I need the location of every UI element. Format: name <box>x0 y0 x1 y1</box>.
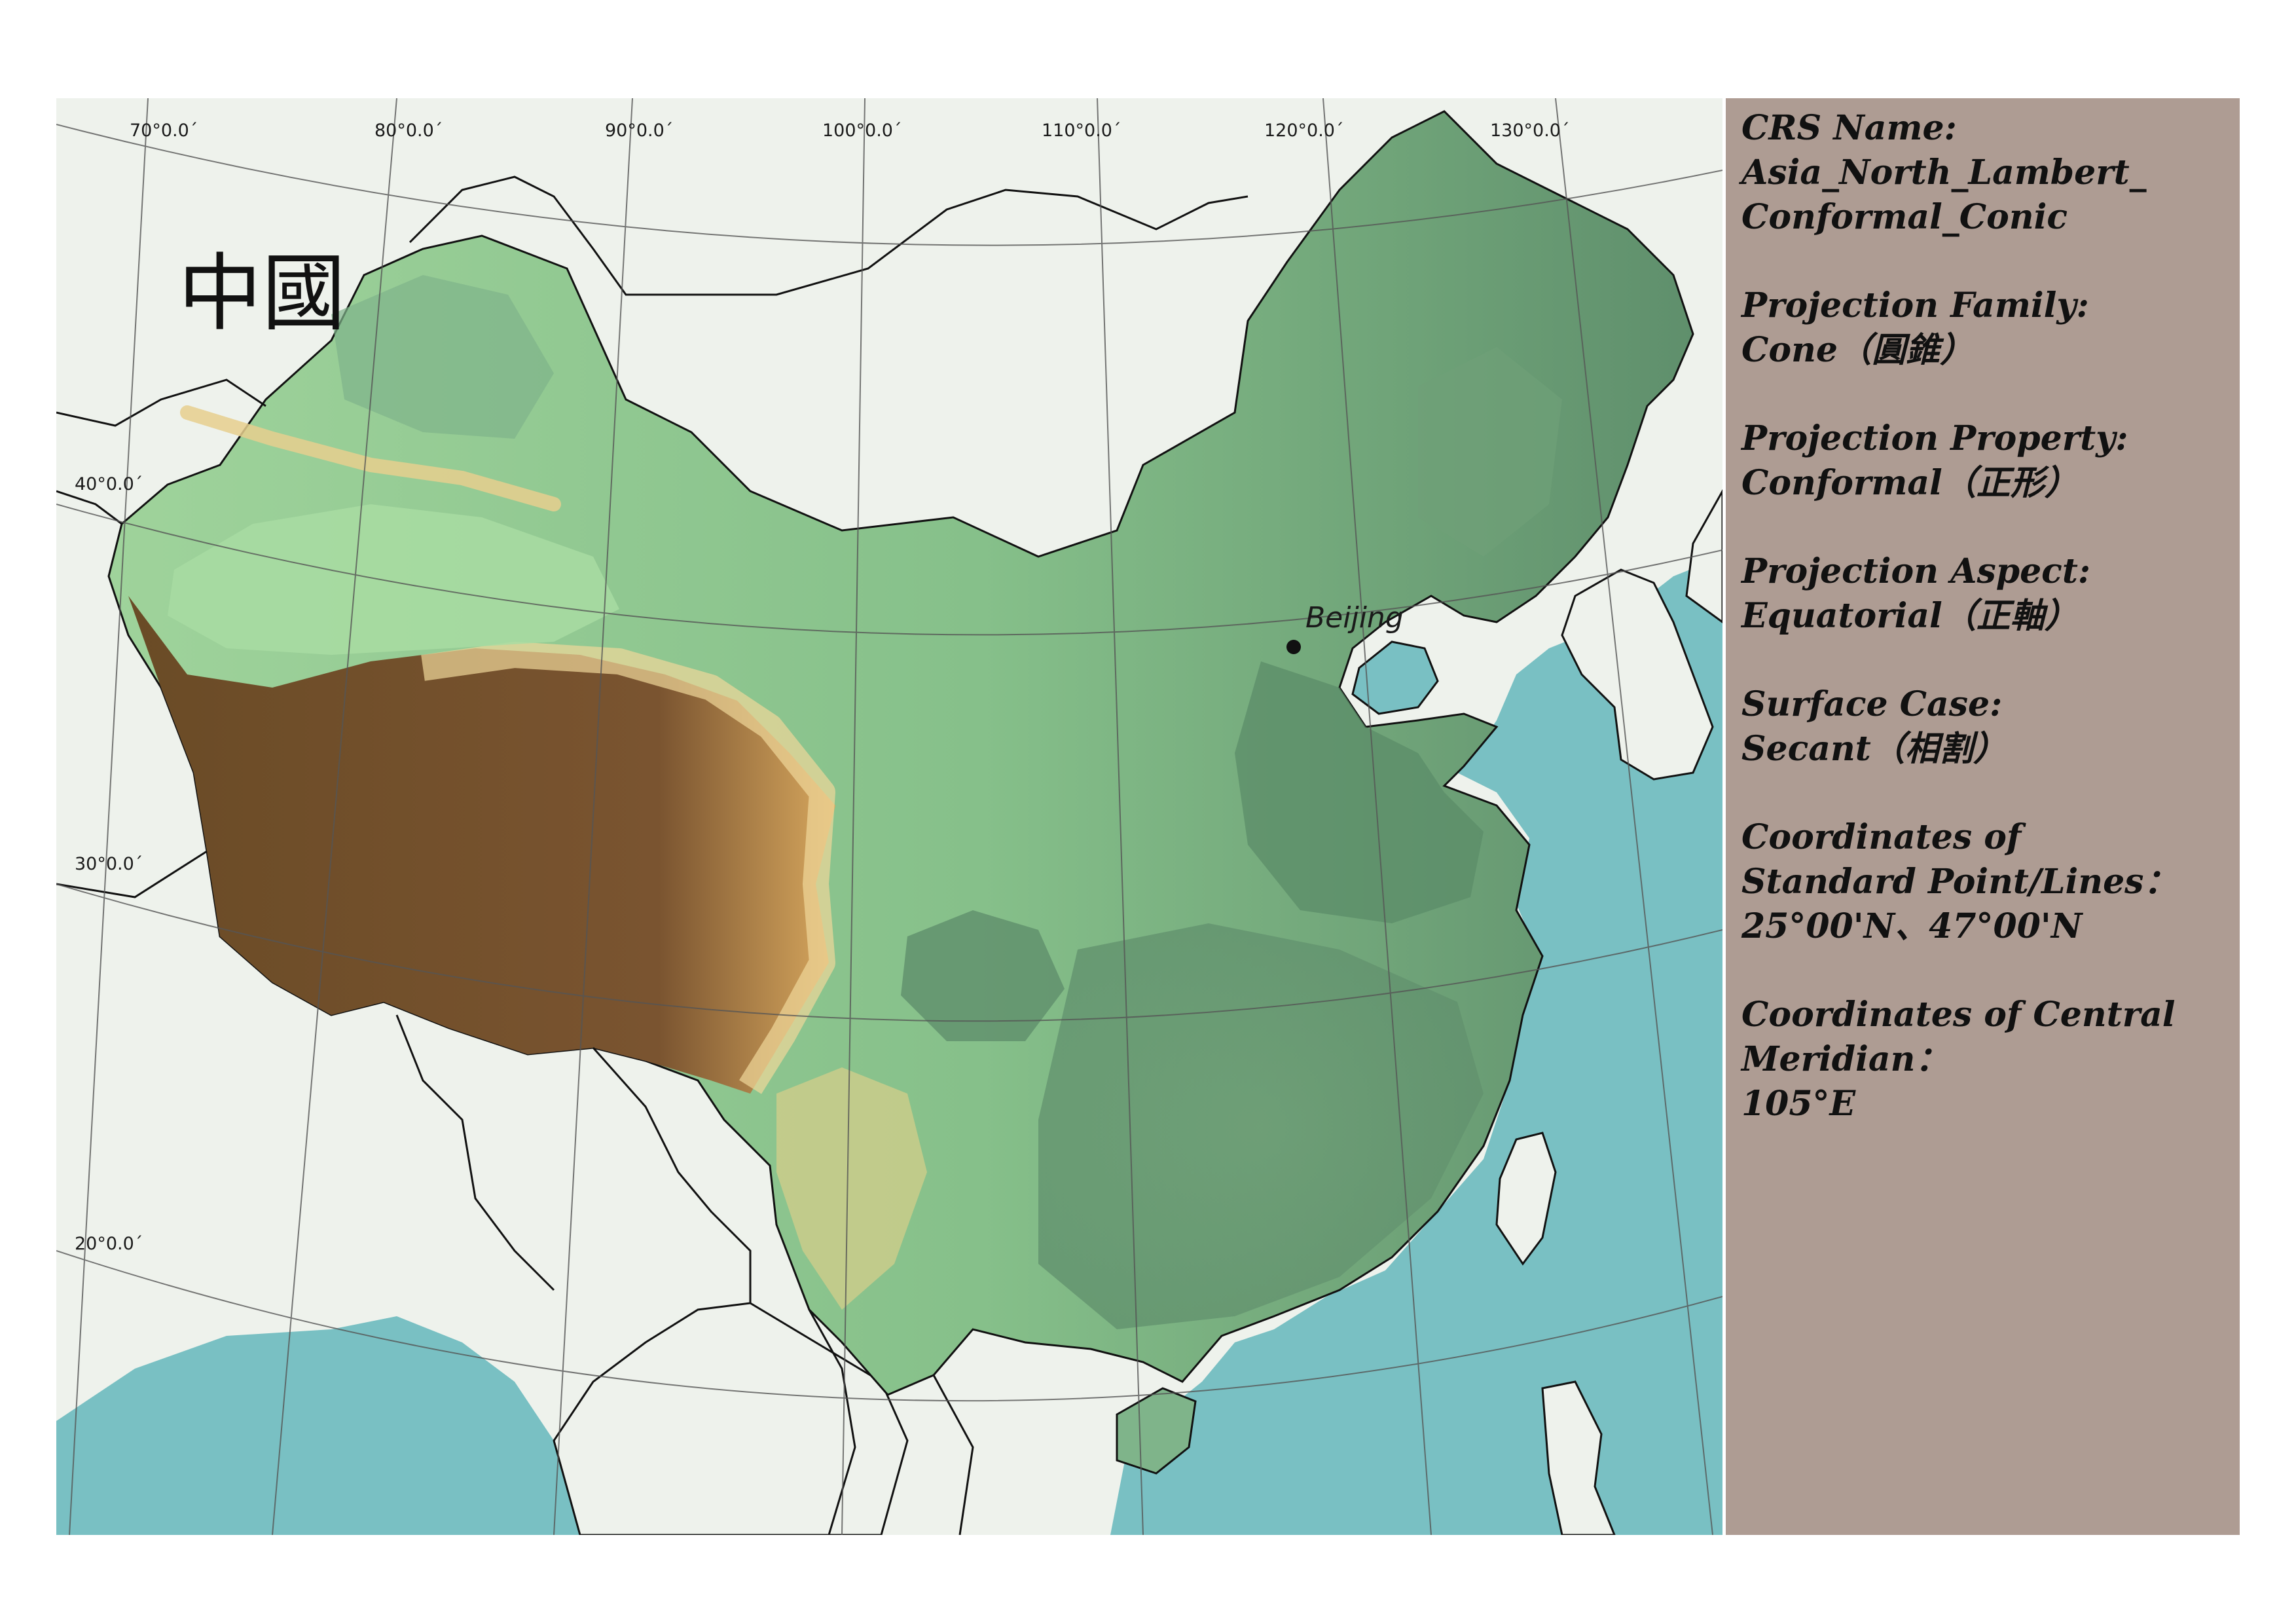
aspect-label: Projection Aspect: <box>1741 551 2091 591</box>
family-label: Projection Family: <box>1741 286 2089 325</box>
lon-label-90: 90°0.0´ <box>605 120 673 141</box>
crs-value-line-2: Conformal_Conic <box>1741 197 2068 237</box>
crs-label: CRS Name: <box>1741 108 1957 148</box>
map-frame: 70°0.0´ 80°0.0´ 90°0.0´ 100°0.0´ 110°0.0… <box>56 98 1722 1535</box>
aspect-value: Equatorial（正軸） <box>1741 596 2079 636</box>
lon-label-120: 120°0.0´ <box>1264 120 1343 141</box>
city-marker-beijing[interactable] <box>1286 640 1301 654</box>
lon-label-110: 110°0.0´ <box>1042 120 1121 141</box>
standard-lines-label-1: Coordinates of <box>1741 817 2022 857</box>
land-philippines <box>1541 1380 1616 1535</box>
sea-south-china <box>1110 557 1722 1535</box>
map-canvas[interactable]: 70°0.0´ 80°0.0´ 90°0.0´ 100°0.0´ 110°0.0… <box>56 98 1722 1535</box>
basin-sichuan <box>901 910 1065 1041</box>
family-value: Cone（圓錐） <box>1741 330 1974 370</box>
sea-bay-of-bengal <box>56 1316 580 1535</box>
property-value: Conformal（正形） <box>1741 463 2079 503</box>
plateau-tibet <box>128 596 835 1094</box>
land-japan <box>1685 489 1722 623</box>
surface-label: Surface Case: <box>1741 684 2003 724</box>
central-meridian-value: 105°E <box>1741 1084 1856 1124</box>
plain-north-china <box>1235 661 1484 923</box>
aspect-section: Projection Aspect: Equatorial（正軸） <box>1741 549 2233 638</box>
region-southeast <box>1038 923 1484 1329</box>
lon-label-70: 70°0.0´ <box>130 120 198 141</box>
map-title: 中國 <box>178 245 346 342</box>
mountains-tianshan <box>180 405 561 511</box>
lon-label-100: 100°0.0´ <box>822 120 902 141</box>
standard-lines-section: Coordinates of Standard Point/Lines： 25°… <box>1741 815 2233 949</box>
central-meridian-label-1: Coordinates of Central <box>1741 995 2176 1035</box>
central-meridian-section: Coordinates of Central Meridian： 105°E <box>1741 993 2233 1126</box>
lat-label-30: 30°0.0´ <box>75 854 143 874</box>
lat-label-20: 20°0.0´ <box>75 1234 143 1254</box>
neighbor-borders <box>56 175 1248 1535</box>
lat-label-40: 40°0.0´ <box>75 474 143 494</box>
standard-lines-label-2: Standard Point/Lines： <box>1741 862 2178 902</box>
crs-value-line-1: Asia_North_Lambert_ <box>1741 153 2147 193</box>
land-korea <box>1561 568 1714 781</box>
basin-dzungaria <box>331 275 554 439</box>
central-meridian-label-2: Meridian： <box>1741 1039 1950 1079</box>
crs-section: CRS Name: Asia_North_Lambert_ Conformal_… <box>1741 106 2233 240</box>
plain-northeast <box>1418 347 1562 557</box>
city-label-beijing: Beijing <box>1305 601 1404 635</box>
lon-label-80: 80°0.0´ <box>374 120 443 141</box>
highland-yunnan <box>776 1067 927 1310</box>
sea-bohai <box>1351 640 1439 715</box>
family-section: Projection Family: Cone（圓錐） <box>1741 284 2233 373</box>
plateau-rim <box>421 642 835 1094</box>
projection-info-panel: CRS Name: Asia_North_Lambert_ Conformal_… <box>1726 98 2240 1535</box>
lon-label-130: 130°0.0´ <box>1490 120 1569 141</box>
surface-section: Surface Case: Secant（相割） <box>1741 682 2233 771</box>
standard-lines-value: 25°00'N、47°00'N <box>1741 906 2083 946</box>
property-section: Projection Property: Conformal（正形） <box>1741 416 2233 506</box>
graticule <box>56 98 1722 1535</box>
land-taiwan <box>1495 1132 1557 1266</box>
basin-tarim <box>168 504 619 655</box>
surface-value: Secant（相割） <box>1741 729 2007 769</box>
island-hainan <box>1116 1387 1197 1475</box>
property-label: Projection Property: <box>1741 418 2128 458</box>
